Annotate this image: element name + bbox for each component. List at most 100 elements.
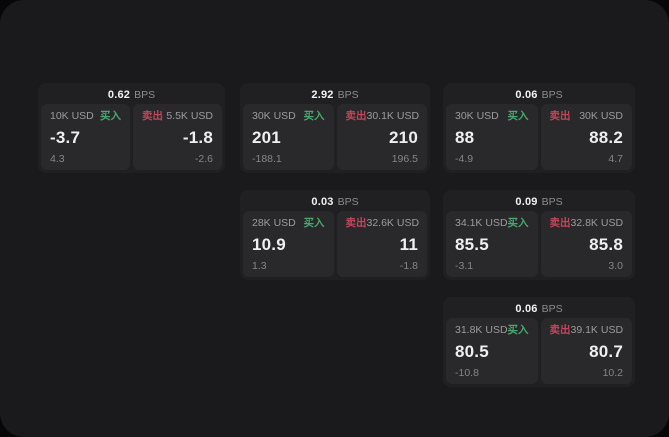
bps-header: 0.62 BPS — [41, 86, 222, 104]
buy-label: 买入 — [100, 110, 121, 122]
sell-price: 88.2 — [589, 128, 623, 147]
sell-amount: 30.1K USD — [366, 110, 420, 122]
buy-amount: 10K USD — [50, 110, 94, 122]
sell-label: 卖出 — [549, 110, 571, 122]
bps-header: 0.06 BPS — [446, 86, 632, 104]
buy-tile-header: 10K USD 买入 — [50, 111, 121, 122]
buy-tile-header: 28K USD 买入 — [252, 218, 325, 229]
buy-tile-header: 30K USD 买入 — [455, 111, 529, 122]
bps-header: 0.06 BPS — [446, 300, 632, 318]
buy-delta: -188.1 — [252, 152, 282, 165]
quote-card: 0.62 BPS 10K USD 买入 -3.7 4.3 卖出 5.5K USD… — [38, 83, 225, 173]
sell-price: 80.7 — [589, 342, 623, 361]
quote-card: 0.06 BPS 30K USD 买入 88 -4.9 卖出 30K USD 8… — [443, 83, 635, 173]
buy-tile-header: 31.8K USD 买入 — [455, 325, 529, 336]
buy-delta: 1.3 — [252, 259, 267, 272]
quote-card: 0.09 BPS 34.1K USD 买入 85.5 -3.1 卖出 32.8K… — [443, 190, 635, 280]
sell-tile-header: 卖出 30K USD — [550, 111, 624, 122]
buy-price: 201 — [252, 128, 281, 147]
sell-tile[interactable]: 卖出 32.8K USD 85.8 3.0 — [540, 211, 632, 277]
sell-label: 卖出 — [345, 110, 367, 122]
buy-tile[interactable]: 28K USD 买入 10.9 1.3 — [243, 211, 334, 277]
buy-price: 10.9 — [252, 235, 286, 254]
bps-unit: BPS — [337, 89, 359, 101]
buy-price: 88 — [455, 128, 475, 147]
buy-tile[interactable]: 34.1K USD 买入 85.5 -3.1 — [446, 211, 538, 277]
sell-amount: 30K USD — [579, 110, 623, 122]
bps-value: 0.03 — [311, 196, 334, 208]
bps-unit: BPS — [541, 196, 563, 208]
sell-delta: 3.0 — [608, 259, 623, 272]
quote-card: 0.03 BPS 28K USD 买入 10.9 1.3 卖出 32.6K US… — [240, 190, 430, 280]
sell-delta: 196.5 — [391, 152, 418, 165]
sell-amount: 32.6K USD — [366, 217, 420, 229]
quote-panes: 34.1K USD 买入 85.5 -3.1 卖出 32.8K USD 85.8… — [446, 211, 632, 277]
sell-tile-header: 卖出 32.6K USD — [345, 217, 420, 229]
buy-tile[interactable]: 30K USD 买入 201 -188.1 — [243, 104, 334, 170]
buy-price: -3.7 — [50, 128, 81, 147]
sell-amount: 32.8K USD — [570, 217, 624, 229]
sell-price: 210 — [389, 128, 418, 147]
buy-tile[interactable]: 31.8K USD 买入 80.5 -10.8 — [446, 318, 538, 384]
bps-unit: BPS — [337, 196, 359, 208]
buy-amount: 30K USD — [455, 110, 499, 122]
sell-tile-header: 卖出 39.1K USD — [550, 325, 624, 336]
sell-label: 卖出 — [549, 217, 571, 229]
bps-value: 0.06 — [515, 89, 538, 101]
buy-delta: 4.3 — [50, 152, 65, 165]
bps-header: 0.03 BPS — [243, 193, 427, 211]
buy-label: 买入 — [303, 110, 325, 122]
quote-card: 0.06 BPS 31.8K USD 买入 80.5 -10.8 卖出 39.1… — [443, 297, 635, 387]
bps-unit: BPS — [134, 89, 156, 101]
bps-header: 0.09 BPS — [446, 193, 632, 211]
sell-label: 卖出 — [142, 110, 163, 122]
sell-tile[interactable]: 卖出 5.5K USD -1.8 -2.6 — [133, 104, 222, 170]
buy-delta: -4.9 — [455, 152, 474, 165]
buy-price: 85.5 — [455, 235, 489, 254]
sell-delta: -1.8 — [399, 259, 418, 272]
quote-panes: 30K USD 买入 201 -188.1 卖出 30.1K USD 210 1… — [243, 104, 427, 170]
sell-delta: 10.2 — [602, 366, 623, 379]
sell-tile[interactable]: 卖出 32.6K USD 11 -1.8 — [336, 211, 427, 277]
sell-tile[interactable]: 卖出 39.1K USD 80.7 10.2 — [540, 318, 632, 384]
buy-amount: 30K USD — [252, 110, 296, 122]
quote-panes: 30K USD 买入 88 -4.9 卖出 30K USD 88.2 4.7 — [446, 104, 632, 170]
bps-unit: BPS — [541, 89, 563, 101]
buy-amount: 34.1K USD — [455, 217, 508, 229]
buy-tile-header: 34.1K USD 买入 — [455, 218, 529, 229]
buy-amount: 28K USD — [252, 217, 296, 229]
buy-label: 买入 — [507, 217, 529, 229]
buy-tile-header: 30K USD 买入 — [252, 111, 325, 122]
bps-value: 0.06 — [515, 303, 538, 315]
sell-price: 11 — [399, 235, 418, 254]
sell-label: 卖出 — [345, 217, 367, 229]
quote-panes: 28K USD 买入 10.9 1.3 卖出 32.6K USD 11 -1.8 — [243, 211, 427, 277]
buy-delta: -10.8 — [455, 366, 479, 379]
sell-tile-header: 卖出 32.8K USD — [550, 218, 624, 229]
bps-unit: BPS — [541, 303, 563, 315]
sell-price: 85.8 — [589, 235, 623, 254]
sell-amount: 5.5K USD — [166, 110, 213, 122]
buy-label: 买入 — [303, 217, 325, 229]
buy-label: 买入 — [507, 110, 529, 122]
sell-delta: -2.6 — [194, 152, 213, 165]
buy-price: 80.5 — [455, 342, 489, 361]
sell-label: 卖出 — [549, 324, 571, 336]
buy-amount: 31.8K USD — [455, 324, 508, 336]
bps-value: 0.09 — [515, 196, 538, 208]
sell-amount: 39.1K USD — [570, 324, 624, 336]
quote-panes: 10K USD 买入 -3.7 4.3 卖出 5.5K USD -1.8 -2.… — [41, 104, 222, 170]
buy-delta: -3.1 — [455, 259, 474, 272]
sell-tile-header: 卖出 5.5K USD — [142, 111, 213, 122]
buy-tile[interactable]: 30K USD 买入 88 -4.9 — [446, 104, 538, 170]
bps-header: 2.92 BPS — [243, 86, 427, 104]
buy-label: 买入 — [507, 324, 529, 336]
buy-tile[interactable]: 10K USD 买入 -3.7 4.3 — [41, 104, 130, 170]
bps-value: 2.92 — [311, 89, 334, 101]
sell-delta: 4.7 — [608, 152, 623, 165]
sell-tile-header: 卖出 30.1K USD — [345, 110, 420, 122]
sell-tile[interactable]: 卖出 30.1K USD 210 196.5 — [336, 104, 427, 170]
quote-panes: 31.8K USD 买入 80.5 -10.8 卖出 39.1K USD 80.… — [446, 318, 632, 384]
sell-tile[interactable]: 卖出 30K USD 88.2 4.7 — [540, 104, 632, 170]
